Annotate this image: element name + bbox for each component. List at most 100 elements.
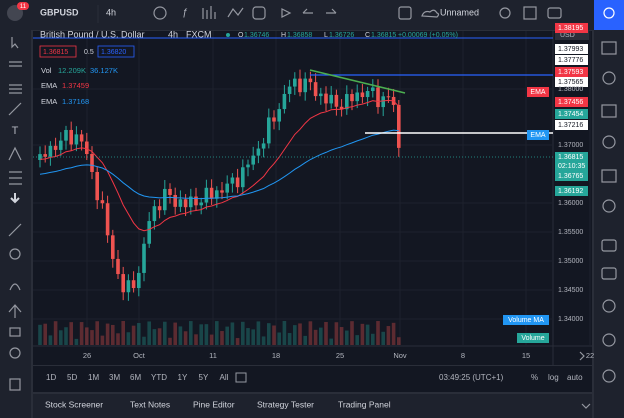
ask[interactable]: 1.36820 — [101, 49, 126, 56]
templates-icon[interactable] — [202, 6, 216, 19]
currency[interactable]: USD — [560, 32, 575, 39]
high-label: H — [281, 32, 286, 39]
redo-icon[interactable] — [326, 8, 337, 14]
candle-body — [397, 104, 401, 148]
range-button[interactable]: 1D — [46, 373, 56, 382]
price-label: 1.37565 — [558, 79, 583, 86]
snapshot-icon[interactable] — [547, 7, 562, 19]
hotlist-icon[interactable] — [602, 135, 616, 149]
candle-body — [303, 78, 307, 93]
time-label: 25 — [336, 351, 344, 360]
volume-bar — [90, 330, 94, 345]
ema2-tag — [527, 130, 549, 140]
volume-bar — [230, 322, 235, 345]
settings-icon[interactable] — [499, 7, 511, 19]
notifications-icon[interactable] — [602, 299, 616, 313]
fib-tool[interactable] — [9, 84, 22, 94]
order-panel-icon[interactable] — [602, 333, 616, 347]
clock[interactable]: 03:49:25 (UTC+1) — [439, 373, 504, 382]
price-label: 1.37000 — [558, 142, 583, 149]
lock-tool[interactable] — [9, 327, 21, 337]
line-tool[interactable] — [9, 61, 22, 67]
collapse-panel[interactable] — [581, 403, 591, 409]
candle-body — [277, 109, 281, 122]
alerts-icon[interactable] — [602, 71, 616, 85]
zoom-tool[interactable] — [9, 248, 21, 260]
range-button[interactable]: 5Y — [199, 373, 209, 382]
price-label: 1.37216 — [558, 122, 583, 129]
candle-body — [157, 206, 162, 211]
magnet-tool[interactable] — [9, 283, 21, 291]
range-button[interactable]: YTD — [151, 373, 167, 382]
trash-tool[interactable] — [9, 378, 21, 391]
help-icon[interactable] — [602, 369, 616, 383]
symbol[interactable]: GBPUSD — [40, 7, 79, 17]
volume-bar — [293, 325, 297, 345]
volume-bar — [38, 324, 42, 345]
pen-tool[interactable] — [8, 102, 22, 116]
fullscreen-icon[interactable] — [523, 6, 537, 20]
layout-name[interactable]: Unnamed — [440, 7, 479, 17]
time-label: 18 — [272, 351, 280, 360]
range-button[interactable]: 5D — [67, 373, 77, 382]
measure-tool[interactable] — [8, 223, 22, 237]
streams-icon[interactable] — [601, 267, 617, 280]
indicators-icon[interactable]: ƒ — [182, 8, 188, 19]
watchlist-icon[interactable] — [601, 41, 617, 55]
range-button[interactable]: All — [220, 373, 229, 382]
volume-bar — [204, 324, 209, 345]
hide-tool[interactable] — [9, 347, 21, 359]
range-button[interactable]: 1Y — [178, 373, 188, 382]
panel-tab[interactable]: Stock Screener — [45, 399, 103, 409]
scale-option[interactable]: auto — [567, 373, 583, 382]
panel-tab[interactable]: Trading Panel — [338, 399, 391, 409]
price-tag — [555, 171, 588, 181]
volume-bar — [131, 325, 136, 345]
pattern-tool[interactable] — [8, 146, 22, 161]
trend-line[interactable] — [309, 69, 406, 94]
buy-button[interactable] — [97, 45, 135, 58]
more-tools[interactable] — [10, 193, 20, 204]
chat-icon[interactable] — [601, 239, 617, 252]
alert-icon[interactable] — [227, 7, 244, 18]
price-label: 1.36000 — [558, 200, 583, 207]
play-icon[interactable] — [281, 8, 292, 18]
candle-body — [313, 82, 318, 97]
cursor-tool[interactable] — [11, 37, 19, 49]
candle-body — [105, 203, 110, 236]
calendar-icon[interactable] — [601, 169, 617, 183]
panel-tab[interactable]: Pine Editor — [193, 399, 235, 409]
panel-tab[interactable]: Strategy Tester — [257, 399, 314, 409]
ideas-icon[interactable] — [602, 199, 616, 213]
date-range-icon[interactable] — [235, 372, 247, 383]
sell-button[interactable] — [39, 45, 77, 58]
candle-body — [225, 183, 229, 193]
interval[interactable]: 4h — [106, 7, 116, 17]
candle-body — [267, 117, 271, 144]
bid[interactable]: 1.36815 — [43, 49, 68, 56]
compare-icon[interactable] — [153, 6, 167, 20]
scroll-right[interactable] — [579, 351, 585, 361]
range-button[interactable]: 3M — [109, 373, 120, 382]
layout-icon[interactable] — [398, 6, 412, 20]
replay-icon[interactable] — [252, 6, 266, 20]
volume-bar — [345, 330, 349, 345]
scale-option[interactable]: % — [531, 373, 538, 382]
open-label: O — [238, 32, 244, 39]
data-window-icon[interactable] — [601, 104, 617, 118]
volume-ma-tag — [503, 315, 549, 325]
side-widgets — [601, 41, 617, 383]
range-button[interactable]: 6M — [130, 373, 141, 382]
currency-button[interactable] — [555, 30, 589, 40]
stay-drawing[interactable] — [8, 304, 22, 318]
volume-bar — [178, 326, 183, 345]
publish-button[interactable] — [594, 0, 624, 30]
projection-tool[interactable] — [9, 171, 22, 185]
range-button[interactable]: 1M — [88, 373, 99, 382]
scale-option[interactable]: log — [548, 373, 559, 382]
candle-body — [381, 96, 385, 108]
undo-icon[interactable] — [302, 8, 313, 14]
candle-body — [209, 187, 214, 199]
panel-tab[interactable]: Text Notes — [130, 399, 170, 409]
text-tool[interactable]: T — [12, 125, 19, 137]
